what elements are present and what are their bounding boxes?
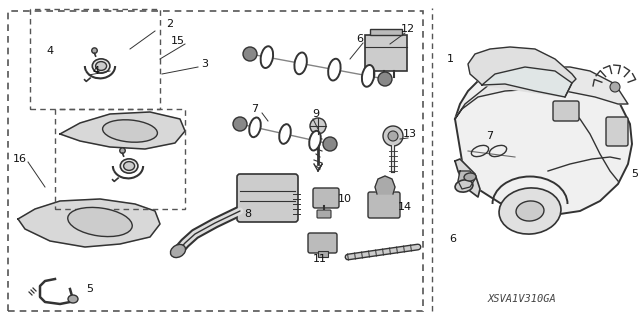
Text: 5: 5 — [632, 169, 639, 179]
Polygon shape — [455, 66, 632, 214]
Ellipse shape — [170, 244, 186, 257]
Ellipse shape — [464, 173, 476, 181]
Circle shape — [388, 131, 398, 141]
Text: 1: 1 — [447, 54, 454, 64]
Text: 11: 11 — [313, 254, 327, 264]
Circle shape — [383, 126, 403, 146]
Polygon shape — [455, 159, 480, 197]
Circle shape — [243, 47, 257, 61]
Text: 8: 8 — [244, 209, 252, 219]
Circle shape — [233, 117, 247, 131]
FancyBboxPatch shape — [553, 101, 579, 121]
FancyBboxPatch shape — [237, 174, 298, 222]
Polygon shape — [458, 171, 475, 189]
Polygon shape — [482, 67, 572, 97]
Text: 4: 4 — [92, 66, 100, 76]
Text: 7: 7 — [252, 104, 259, 114]
Bar — [30, 9, 160, 109]
FancyBboxPatch shape — [368, 192, 400, 218]
FancyBboxPatch shape — [317, 210, 331, 218]
Circle shape — [378, 72, 392, 86]
Ellipse shape — [516, 201, 544, 221]
Ellipse shape — [499, 188, 561, 234]
Bar — [365, 35, 407, 71]
Text: 14: 14 — [398, 202, 412, 212]
Text: 3: 3 — [202, 59, 209, 69]
Text: 6: 6 — [356, 34, 364, 44]
Bar — [370, 29, 402, 35]
Text: 9: 9 — [312, 109, 319, 119]
Text: XSVA1V310GA: XSVA1V310GA — [488, 294, 556, 304]
Polygon shape — [375, 176, 395, 194]
Ellipse shape — [95, 62, 107, 70]
Text: 2: 2 — [166, 19, 173, 29]
Text: 16: 16 — [13, 154, 27, 164]
Ellipse shape — [120, 159, 138, 173]
Ellipse shape — [328, 59, 340, 80]
Ellipse shape — [260, 46, 273, 68]
Bar — [55, 109, 185, 209]
Circle shape — [92, 48, 97, 53]
Ellipse shape — [249, 117, 260, 137]
FancyBboxPatch shape — [606, 117, 628, 146]
Ellipse shape — [102, 120, 157, 142]
Polygon shape — [60, 112, 185, 149]
Ellipse shape — [68, 207, 132, 237]
Text: 5: 5 — [86, 284, 93, 294]
Text: 15: 15 — [171, 36, 185, 46]
Ellipse shape — [92, 59, 110, 73]
Text: 7: 7 — [486, 131, 493, 141]
Polygon shape — [468, 47, 576, 97]
Circle shape — [323, 137, 337, 151]
Ellipse shape — [124, 162, 134, 170]
Polygon shape — [18, 199, 160, 247]
Text: 13: 13 — [403, 129, 417, 139]
Bar — [318, 251, 328, 257]
Circle shape — [610, 82, 620, 92]
Circle shape — [310, 118, 326, 134]
Ellipse shape — [294, 53, 307, 74]
Text: 6: 6 — [449, 234, 456, 244]
Ellipse shape — [309, 131, 321, 151]
Text: 4: 4 — [47, 46, 54, 56]
Ellipse shape — [455, 180, 473, 192]
Ellipse shape — [279, 124, 291, 144]
FancyBboxPatch shape — [313, 188, 339, 208]
Bar — [8, 11, 423, 311]
Text: 12: 12 — [401, 24, 415, 34]
Ellipse shape — [68, 295, 78, 303]
Circle shape — [120, 148, 125, 153]
Text: 10: 10 — [338, 194, 352, 204]
Ellipse shape — [362, 65, 374, 87]
Polygon shape — [455, 67, 628, 119]
FancyBboxPatch shape — [308, 233, 337, 253]
